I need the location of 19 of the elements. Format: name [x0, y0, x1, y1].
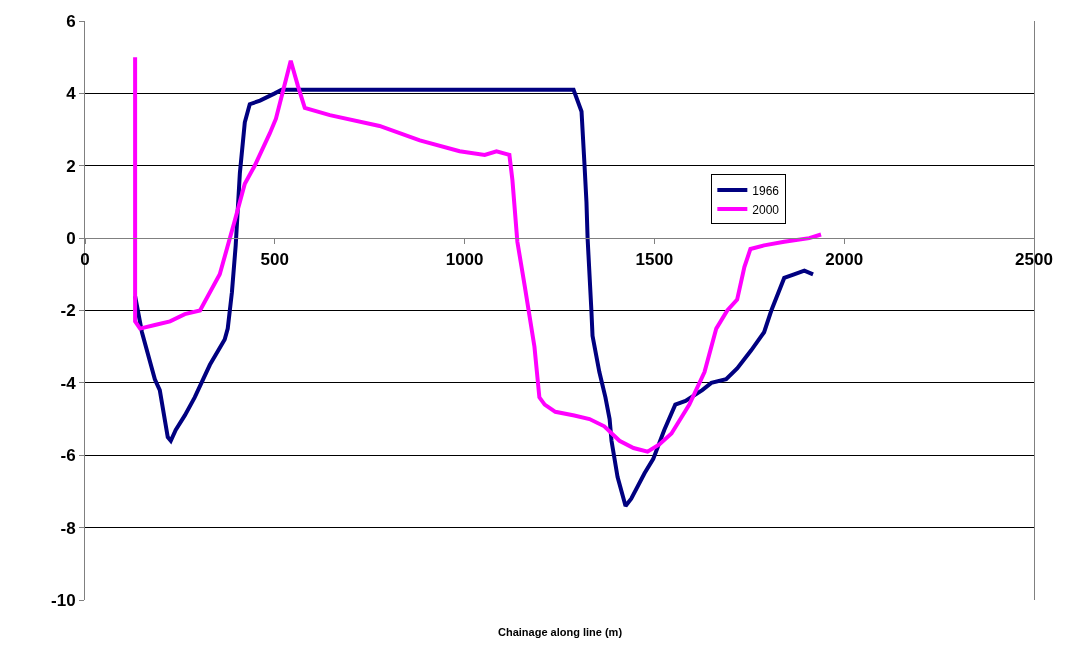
x-axis-title: Chainage along line (m) [498, 626, 623, 638]
x-tick-label: 1500 [635, 249, 674, 269]
y-tick-label: -6 [60, 446, 76, 466]
y-tick-label: -10 [51, 590, 76, 610]
y-tick-label: -8 [60, 518, 76, 538]
y-tick-label: 0 [66, 229, 76, 249]
y-tick-label: 2 [66, 156, 76, 176]
y-tick-label: 4 [66, 84, 77, 104]
legend-label: 2000 [752, 202, 780, 217]
y-tick-label: -2 [60, 301, 76, 321]
x-tick-label: 2000 [825, 249, 864, 269]
y-tick-label: 6 [66, 11, 76, 31]
line-series [133, 55, 824, 454]
y-tick-label: -4 [60, 373, 77, 393]
x-tick-label: 500 [260, 249, 289, 269]
x-tick-label: 0 [80, 249, 90, 269]
x-tick-label: 2500 [1015, 249, 1053, 269]
legend-label: 1966 [752, 183, 780, 198]
x-tick-label: 1000 [445, 249, 484, 269]
